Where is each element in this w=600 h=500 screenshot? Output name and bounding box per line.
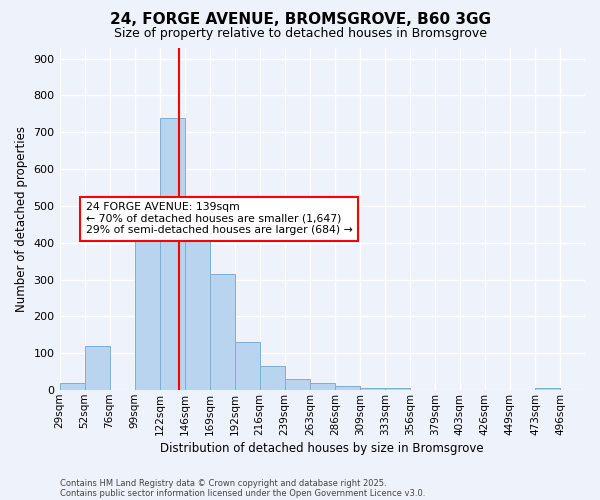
Bar <box>85 346 110 390</box>
Y-axis label: Number of detached properties: Number of detached properties <box>15 126 28 312</box>
Text: Contains public sector information licensed under the Open Government Licence v3: Contains public sector information licen… <box>60 488 425 498</box>
Text: 24, FORGE AVENUE, BROMSGROVE, B60 3GG: 24, FORGE AVENUE, BROMSGROVE, B60 3GG <box>110 12 491 28</box>
Bar <box>360 388 385 390</box>
Bar <box>285 379 310 390</box>
Text: Size of property relative to detached houses in Bromsgrove: Size of property relative to detached ho… <box>113 28 487 40</box>
Bar <box>59 383 85 390</box>
Bar <box>535 388 560 390</box>
Bar <box>209 274 235 390</box>
Bar <box>260 366 285 390</box>
Bar <box>134 236 160 390</box>
Bar <box>185 214 209 390</box>
Bar <box>385 388 410 390</box>
Text: 24 FORGE AVENUE: 139sqm
← 70% of detached houses are smaller (1,647)
29% of semi: 24 FORGE AVENUE: 139sqm ← 70% of detache… <box>86 202 353 235</box>
Bar <box>160 118 185 390</box>
X-axis label: Distribution of detached houses by size in Bromsgrove: Distribution of detached houses by size … <box>160 442 484 455</box>
Bar <box>235 342 260 390</box>
Text: Contains HM Land Registry data © Crown copyright and database right 2025.: Contains HM Land Registry data © Crown c… <box>60 478 386 488</box>
Bar <box>310 383 335 390</box>
Bar <box>335 386 360 390</box>
